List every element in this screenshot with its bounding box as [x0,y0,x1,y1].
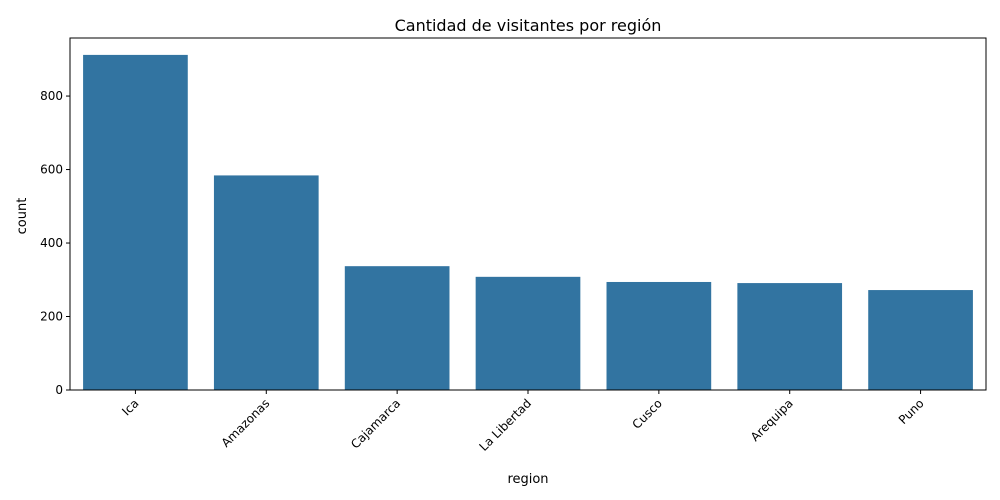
bars-group [83,54,973,390]
bar-ica [83,54,188,390]
bar-puno [868,290,973,390]
y-axis: 0 200 400 600 800 [40,89,70,397]
bar-la-libertad [475,276,581,390]
y-tick-label: 400 [40,236,63,250]
x-tick-label: Cajamarca [348,396,403,451]
x-tick-label: Arequipa [748,396,796,444]
bar-cajamarca [344,266,450,390]
x-axis: Ica Amazonas Cajamarca La Libertad Cusco Areq… [119,390,927,454]
x-tick-label: Amazonas [219,396,273,450]
y-tick-label: 600 [40,163,63,177]
x-axis-label: region [507,472,548,487]
bar-amazonas [213,175,319,390]
y-axis-label: count [15,198,30,235]
chart-title: Cantidad de visitantes por región [395,16,662,35]
x-tick-label: La Libertad [477,396,535,454]
plot-frame [69,37,987,391]
y-tick-label: 200 [40,310,63,324]
y-tick-label: 0 [55,383,63,397]
x-tick-label: Ica [119,396,141,418]
x-tick-label: Puno [896,396,927,427]
bar-arequipa [737,283,843,390]
x-tick-label: Cusco [629,396,664,431]
y-tick-label: 800 [40,89,63,103]
bar-cusco [606,281,712,390]
